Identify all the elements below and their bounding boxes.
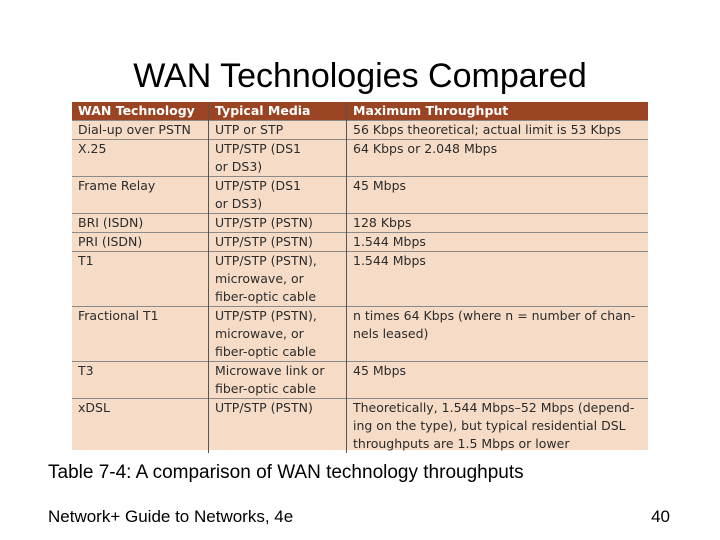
table-row: Dial-up over PSTN UTP or STP 56 Kbps theor… [72, 120, 648, 140]
cell-maximum-throughput: 1.544 Mbps [346, 232, 648, 252]
cell-typical-media: UTP/STP (PSTN), microwave, or fiber-optic … [208, 306, 347, 362]
cell-maximum-throughput: 128 Kbps [346, 213, 648, 233]
cell-wan-technology: xDSL [72, 398, 209, 453]
cell-maximum-throughput: 45 Mbps [346, 176, 648, 214]
cell-maximum-throughput: 1.544 Mbps [346, 251, 648, 307]
cell-typical-media: UTP/STP (DS1 or DS3) [208, 176, 347, 214]
table-row: T3 Microwave link or fiber-optic cable 45 M… [72, 361, 648, 399]
cell-typical-media: UTP or STP [208, 120, 347, 140]
cell-wan-technology: T3 [72, 361, 209, 399]
table-row: Frame Relay UTP/STP (DS1 or DS3) 45 Mbps [72, 176, 648, 214]
wan-comparison-table: WAN Technology Typical Media Maximum Thr… [72, 102, 648, 453]
cell-typical-media: UTP/STP (PSTN) [208, 213, 347, 233]
table-caption: Table 7-4: A comparison of WAN technolog… [48, 462, 524, 483]
cell-wan-technology: Frame Relay [72, 176, 209, 214]
cell-typical-media: UTP/STP (PSTN) [208, 232, 347, 252]
cell-typical-media: UTP/STP (PSTN), microwave, or fiber-optic … [208, 251, 347, 307]
table-row: T1 UTP/STP (PSTN), microwave, or fiber-opti… [72, 251, 648, 307]
cell-wan-technology: BRI (ISDN) [72, 213, 209, 233]
table-row: xDSL UTP/STP (PSTN) Theoretically, 1.544 M… [72, 398, 648, 453]
header-wan-technology: WAN Technology [72, 102, 209, 121]
cell-wan-technology: Fractional T1 [72, 306, 209, 362]
cell-typical-media: Microwave link or fiber-optic cable [208, 361, 347, 399]
table-row: BRI (ISDN) UTP/STP (PSTN) 128 Kbps [72, 213, 648, 233]
cell-typical-media: UTP/STP (DS1 or DS3) [208, 139, 347, 177]
cell-maximum-throughput: Theoretically, 1.544 Mbps–52 Mbps (depen… [346, 398, 648, 453]
table-row: PRI (ISDN) UTP/STP (PSTN) 1.544 Mbps [72, 232, 648, 252]
cell-typical-media: UTP/STP (PSTN) [208, 398, 347, 453]
cell-maximum-throughput: 45 Mbps [346, 361, 648, 399]
comparison-table-container: WAN Technology Typical Media Maximum Thr… [72, 102, 648, 453]
cell-maximum-throughput: 56 Kbps theoretical; actual limit is 53 … [346, 120, 648, 140]
cell-wan-technology: X.25 [72, 139, 209, 177]
header-maximum-throughput: Maximum Throughput [346, 102, 648, 121]
footer-text: Network+ Guide to Networks, 4e [48, 507, 294, 526]
table-body: Dial-up over PSTN UTP or STP 56 Kbps theor… [72, 120, 648, 453]
table-header-row: WAN Technology Typical Media Maximum Thr… [72, 102, 648, 121]
cell-wan-technology: T1 [72, 251, 209, 307]
slide-title: WAN Technologies Compared [133, 57, 587, 95]
table-row: Fractional T1 UTP/STP (PSTN), microwave, o… [72, 306, 648, 362]
cell-maximum-throughput: 64 Kbps or 2.048 Mbps [346, 139, 648, 177]
cell-wan-technology: PRI (ISDN) [72, 232, 209, 252]
header-typical-media: Typical Media [208, 102, 347, 121]
table-row: X.25 UTP/STP (DS1 or DS3) 64 Kbps or 2.048 … [72, 139, 648, 177]
cell-wan-technology: Dial-up over PSTN [72, 120, 209, 140]
cell-maximum-throughput: n times 64 Kbps (where n = number of cha… [346, 306, 648, 362]
page-number: 40 [651, 507, 670, 526]
